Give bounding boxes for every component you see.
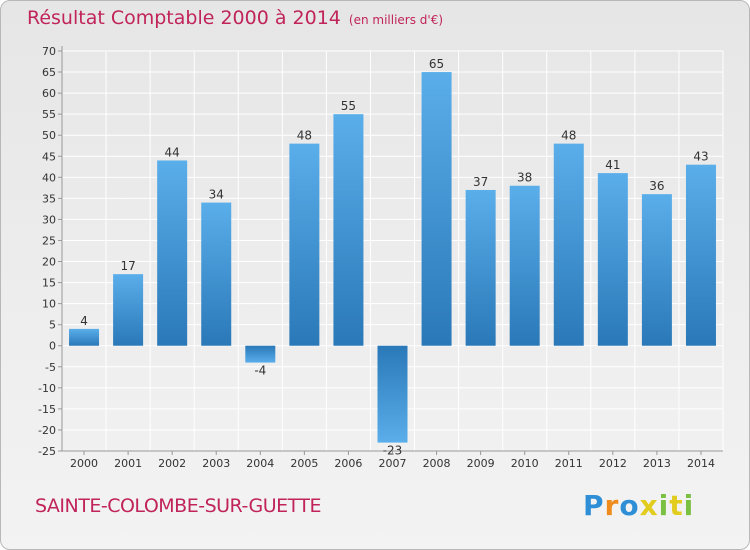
bar	[641, 194, 672, 346]
x-tick-label: 2008	[423, 457, 451, 470]
data-label: 38	[517, 171, 532, 185]
x-tick-label: 2004	[246, 457, 274, 470]
x-tick-label: 2005	[290, 457, 318, 470]
y-tick-label: 5	[49, 319, 56, 332]
x-tick-label: 2013	[643, 457, 671, 470]
x-tick-label: 2001	[114, 457, 142, 470]
y-tick-label: 40	[42, 171, 56, 184]
x-tick-label: 2009	[467, 457, 495, 470]
y-tick-label: 10	[42, 298, 56, 311]
x-tick-label: 2003	[202, 457, 230, 470]
logo-letter: t	[669, 489, 684, 522]
y-tick-label: 60	[42, 87, 56, 100]
data-label: -23	[383, 444, 403, 458]
data-label: 36	[649, 179, 664, 193]
bar	[685, 164, 716, 346]
bar	[421, 72, 452, 346]
x-tick-label: 2000	[70, 457, 98, 470]
bar	[597, 173, 628, 346]
y-tick-label: 35	[42, 192, 56, 205]
x-tick-label: 2007	[379, 457, 407, 470]
y-tick-label: 55	[42, 108, 56, 121]
proxiti-logo: Proxiti	[583, 489, 694, 522]
data-label: 48	[297, 129, 312, 143]
y-tick-label: 25	[42, 234, 56, 247]
x-tick-label: 2012	[599, 457, 627, 470]
data-label: 34	[209, 188, 224, 202]
y-tick-label: 30	[42, 213, 56, 226]
bar	[201, 202, 232, 346]
data-label: 48	[561, 129, 576, 143]
y-tick-label: -5	[45, 361, 56, 374]
x-tick-label: 2011	[555, 457, 583, 470]
logo-letter: x	[639, 489, 659, 522]
x-tick-label: 2006	[334, 457, 362, 470]
chart-unit-note: (en milliers d'€)	[348, 13, 444, 27]
data-label: 37	[473, 175, 488, 189]
bar	[289, 143, 320, 346]
y-tick-label: 50	[42, 129, 56, 142]
data-label: 4	[80, 314, 88, 328]
bar	[245, 345, 276, 363]
bar	[377, 345, 408, 443]
bar	[69, 328, 100, 346]
x-tick-label: 2014	[687, 457, 715, 470]
y-tick-label: 20	[42, 256, 56, 269]
y-tick-label: -25	[38, 445, 56, 458]
bar	[553, 143, 584, 346]
data-label: 55	[341, 99, 356, 113]
bar	[157, 160, 188, 346]
bar	[113, 274, 144, 346]
data-label: 41	[605, 158, 620, 172]
chart-title-text: Résultat Comptable 2000 à 2014	[27, 7, 341, 29]
y-tick-label: 15	[42, 277, 56, 290]
logo-letter: i	[658, 489, 670, 522]
x-tick-label: 2010	[511, 457, 539, 470]
chart-title: Résultat Comptable 2000 à 2014 (en millie…	[27, 7, 443, 29]
y-tick-label: 65	[42, 66, 56, 79]
bar	[509, 185, 540, 346]
y-tick-label: 0	[49, 340, 56, 353]
logo-letter: o	[619, 489, 640, 522]
bar	[465, 189, 496, 346]
y-tick-label: 45	[42, 150, 56, 163]
data-label: -4	[254, 364, 266, 378]
logo-letter: i	[683, 489, 695, 522]
logo-letter: P	[583, 489, 605, 522]
y-tick-label: -10	[38, 382, 56, 395]
data-label: 43	[693, 150, 708, 164]
y-tick-label: -20	[38, 424, 56, 437]
x-tick-label: 2002	[158, 457, 186, 470]
data-label: 17	[120, 259, 135, 273]
logo-letter: r	[604, 489, 620, 522]
commune-name: SAINTE-COLOMBE-SUR-GUETTE	[35, 495, 322, 517]
data-label: 44	[165, 145, 180, 159]
y-tick-label: -15	[38, 403, 56, 416]
bar	[333, 114, 364, 346]
y-tick-label: 70	[42, 45, 56, 58]
data-label: 65	[429, 57, 444, 71]
